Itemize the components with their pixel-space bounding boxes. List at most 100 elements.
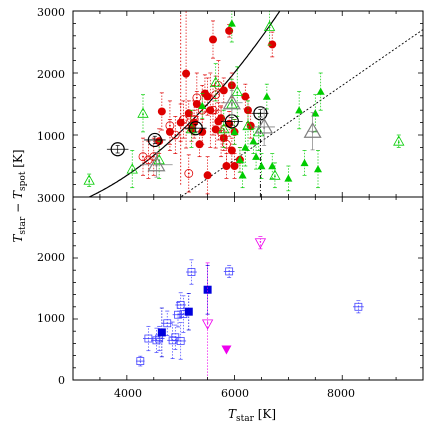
top-point-5-0 (147, 155, 166, 172)
bottom-point-0-7-dot (179, 304, 182, 306)
top-point-3-4-dot (214, 82, 217, 85)
top-point-3-12-dot (397, 141, 400, 144)
bottom-point-0-13 (354, 302, 363, 311)
top-point-3-0-shape (83, 174, 95, 185)
bottom-point-0-10-dot (179, 340, 182, 342)
top-point-4-1-shape (147, 132, 162, 148)
top-point-0-4 (209, 35, 217, 44)
top-point-5-0-dot (155, 164, 158, 167)
bottom-point-0-1 (144, 334, 153, 343)
bottom-point-0-13-shape (354, 302, 363, 311)
top-point-1-2-shape (165, 121, 175, 131)
top-point-3-13 (137, 107, 149, 118)
top-point-1-5-shape (184, 169, 194, 178)
top-point-2-15 (257, 162, 266, 170)
top-point-3-4 (210, 76, 222, 87)
x-axis-label: Tstar [K] (228, 407, 276, 424)
top-point-1-4-shape (178, 115, 188, 124)
bottom-point-0-12 (225, 267, 234, 276)
top-point-2-8-shape (268, 162, 277, 170)
top-point-0-30-shape (230, 162, 239, 170)
top-point-0-6 (225, 26, 234, 35)
top-point-5-3-shape (303, 122, 322, 138)
bottom-point-0-1-dot (147, 337, 150, 340)
top-panel (72, 10, 424, 198)
top-point-3-13-dot (142, 113, 144, 116)
top-point-3-10-dot (268, 26, 271, 29)
y-tick-label-bottom-0: 0 (58, 374, 65, 387)
top-point-2-9-shape (284, 174, 293, 182)
bottom-point-1-0-shape (157, 328, 166, 337)
top-point-1-12 (189, 115, 199, 124)
top-point-0-22-shape (211, 125, 220, 134)
bottom-point-0-10 (176, 337, 185, 345)
top-point-0-12 (206, 106, 215, 115)
top-point-2-13-shape (314, 165, 322, 173)
top-point-3-12-shape (393, 135, 405, 146)
bottom-point-3-0-shape (221, 345, 232, 355)
top-point-2-10-shape (295, 106, 304, 114)
top-point-0-27-shape (268, 40, 277, 49)
top-point-2-1-shape (227, 19, 236, 27)
top-point-0-30 (230, 162, 239, 170)
top-point-3-11 (269, 169, 281, 180)
top-point-3-0-dot (88, 180, 91, 183)
top-point-2-7 (262, 92, 271, 100)
bottom-point-0-9 (168, 336, 177, 345)
bottom-point-0-12-shape (225, 267, 234, 276)
bottom-point-0-7 (176, 301, 185, 309)
top-point-1-14-dot (152, 155, 155, 158)
top-point-3-10-shape (263, 20, 276, 31)
top-point-0-29-shape (219, 86, 228, 95)
top-point-0-0 (157, 107, 166, 116)
top-point-1-11 (222, 139, 231, 149)
top-point-4-2-shape (188, 121, 203, 136)
top-point-1-9-dot (217, 84, 220, 87)
top-point-3-5-shape (218, 122, 230, 134)
top-point-0-32-shape (222, 162, 231, 170)
top-point-0-16-shape (241, 92, 250, 101)
top-point-2-11-shape (300, 158, 309, 167)
bottom-series-open-triangle-down-dot (201, 236, 267, 380)
y-tick-label-top-3000: 3000 (37, 6, 65, 19)
bottom-point-1-2 (203, 285, 212, 294)
top-point-3-3-dot (190, 128, 193, 131)
top-point-2-3-shape (235, 155, 244, 163)
bottom-series-open-square-dot (136, 259, 364, 367)
top-point-2-4-shape (238, 171, 247, 179)
top-point-2-14 (316, 87, 325, 95)
bottom-point-0-6-shape (174, 310, 182, 319)
top-point-1-6-dot (195, 96, 198, 99)
bottom-point-1-1 (184, 307, 193, 316)
bottom-point-0-0 (136, 357, 145, 365)
top-point-2-6-shape (249, 137, 258, 145)
top-point-0-11-shape (200, 89, 209, 98)
bottom-point-0-2 (152, 336, 161, 345)
top-point-5-1-shape (222, 93, 241, 110)
bottom-point-2-0-shape (201, 319, 214, 330)
bottom-point-0-8-dot (182, 313, 185, 315)
top-point-0-1-shape (182, 69, 191, 78)
bottom-series-filled-triangle-down (221, 345, 232, 355)
bottom-plot-area (136, 236, 364, 380)
top-point-4-4-shape (253, 106, 268, 121)
top-point-2-11 (300, 158, 309, 167)
top-point-3-11-dot (274, 175, 276, 178)
top-point-0-31-shape (203, 171, 212, 180)
top-point-1-11-dot (225, 143, 228, 146)
top-point-2-12 (311, 109, 320, 117)
top-point-0-0-shape (157, 107, 166, 116)
top-point-1-7-dot (201, 109, 204, 112)
top-point-2-15-shape (257, 162, 266, 170)
top-point-3-5-dot (222, 128, 225, 131)
top-point-3-8-dot (247, 125, 249, 128)
bottom-point-0-9-dot (171, 339, 174, 342)
top-point-5-2 (255, 117, 274, 134)
bottom-point-3-0 (221, 345, 232, 355)
bottom-point-0-2-shape (152, 336, 161, 345)
bottom-point-0-10-shape (176, 337, 185, 345)
top-point-3-12 (393, 135, 405, 146)
top-series-open-triangle-dot (83, 11, 405, 189)
top-point-2-2-shape (230, 127, 239, 136)
